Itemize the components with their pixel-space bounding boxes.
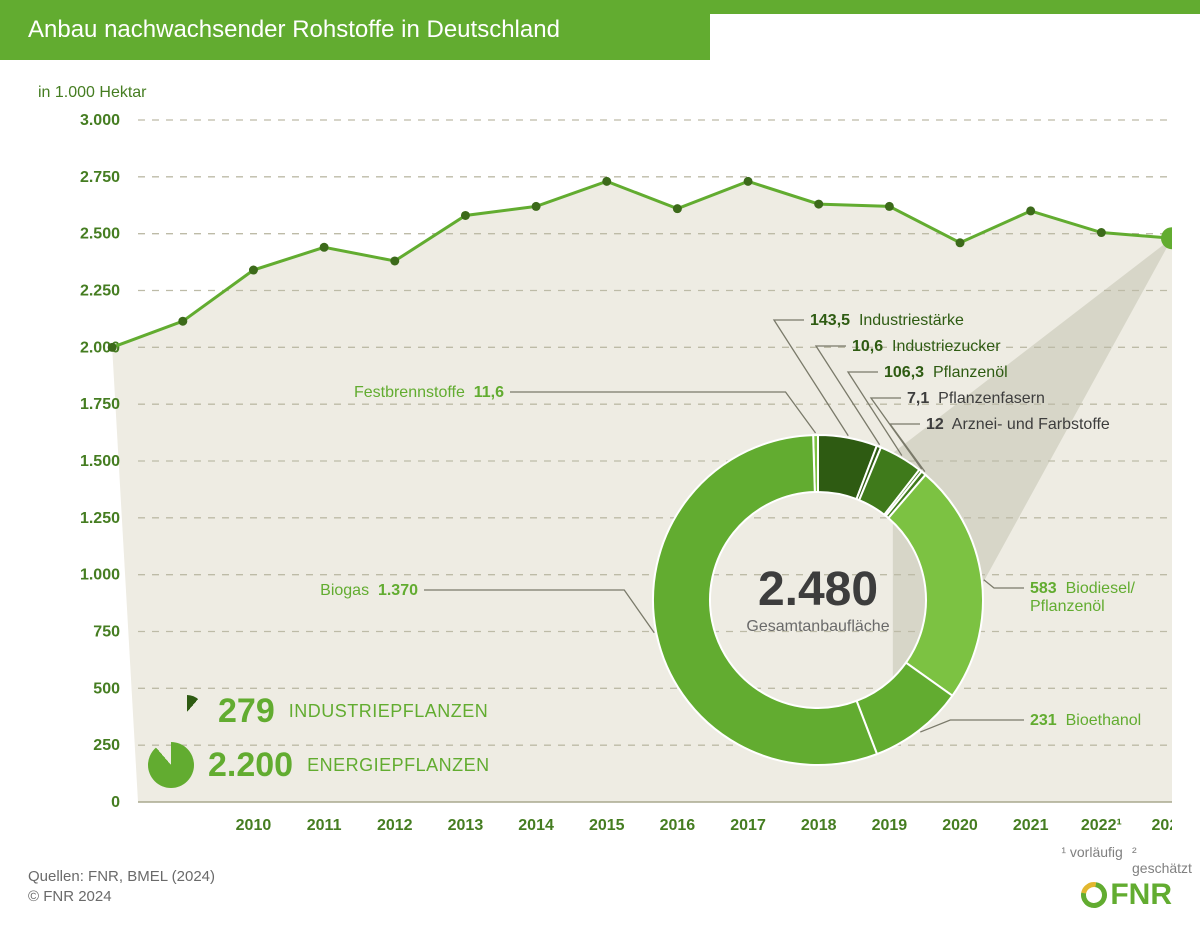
- x-tick-label: 2014: [518, 817, 554, 834]
- data-point: [673, 204, 682, 213]
- fnr-logo-text: FNR: [1110, 878, 1172, 912]
- x-tick-label: 2013: [448, 817, 484, 834]
- data-point: [390, 256, 399, 265]
- donut-center-value: 2.480: [718, 562, 918, 617]
- y-tick-label: 750: [93, 624, 120, 641]
- sources: Quellen: FNR, BMEL (2024) © FNR 2024: [28, 867, 215, 906]
- x-tick-label: 2012: [377, 817, 413, 834]
- y-tick-label: 2.250: [80, 283, 120, 300]
- y-tick-label: 500: [93, 680, 120, 697]
- x-tick-label: 2010: [236, 817, 272, 834]
- x-tick-label: 2019: [872, 817, 908, 834]
- y-tick-label: 250: [93, 737, 120, 754]
- x-tick-label: 2021: [1013, 817, 1049, 834]
- data-point: [178, 317, 187, 326]
- legend-industrie-label: INDUSTRIEPFLANZEN: [289, 701, 489, 722]
- legend-industriepflanzen: 279 INDUSTRIEPFLANZEN: [170, 692, 488, 731]
- sources-line-1: Quellen: FNR, BMEL (2024): [28, 867, 215, 887]
- x-tick-label: 2011: [307, 817, 342, 834]
- fnr-logo: FNR: [1081, 878, 1172, 912]
- donut-label-biodiesel: 583 Biodiesel/Pflanzenöl: [1030, 580, 1135, 616]
- x-tick-label: 2017: [730, 817, 766, 834]
- data-point: [532, 202, 541, 211]
- mini-pie-industrie-icon: [170, 695, 204, 729]
- donut-label-pflanzenoel_ind: 106,3 Pflanzenöl: [884, 364, 1008, 382]
- x-tick-label: 2018: [801, 817, 837, 834]
- y-tick-label: 2.500: [80, 226, 120, 243]
- title-accent: [710, 0, 1200, 14]
- donut-label-industriestaerke: 143,5 Industriestärke: [810, 312, 964, 330]
- legend-energie-label: ENERGIEPFLANZEN: [307, 755, 490, 776]
- data-point: [744, 177, 753, 186]
- x-tick-label: 2016: [660, 817, 696, 834]
- chart-title: Anbau nachwachsender Rohstoffe in Deutsc…: [0, 0, 710, 60]
- data-point: [814, 200, 823, 209]
- data-point: [1097, 228, 1106, 237]
- data-point: [885, 202, 894, 211]
- chart-area: in 1.000 Hektar 02505007501.0001.2501.50…: [28, 80, 1172, 840]
- legend-energie-value: 2.200: [208, 746, 293, 785]
- x-tick-label: 2023²: [1152, 817, 1172, 834]
- donut-label-festbrennstoffe: Festbrennstoffe 11,6: [354, 384, 504, 402]
- x-tick-label: 2022¹: [1081, 817, 1122, 834]
- y-tick-label: 1.000: [80, 567, 120, 584]
- mini-pie-energie-icon: [148, 742, 194, 788]
- legend-energiepflanzen: 2.200 ENERGIEPFLANZEN: [148, 742, 490, 788]
- y-tick-label: 1.500: [80, 453, 120, 470]
- data-point: [461, 211, 470, 220]
- donut-label-arznei: 12 Arznei- und Farbstoffe: [926, 416, 1110, 434]
- y-tick-label: 0: [111, 794, 120, 811]
- legend-industrie-value: 279: [218, 692, 275, 731]
- footnote-geschaetzt: ² geschätzt: [1132, 844, 1200, 876]
- footnote-vorlaeufig: ¹ vorläufig: [1061, 844, 1122, 860]
- data-point: [249, 266, 258, 275]
- donut-label-biogas: Biogas 1.370: [320, 582, 418, 600]
- sources-line-2: © FNR 2024: [28, 887, 215, 907]
- y-tick-label: 1.250: [80, 510, 120, 527]
- y-tick-label: 1.750: [80, 396, 120, 413]
- y-tick-label: 2.750: [80, 169, 120, 186]
- y-tick-label: 3.000: [80, 112, 120, 129]
- data-point: [108, 343, 117, 352]
- x-tick-label: 2015: [589, 817, 625, 834]
- data-point: [602, 177, 611, 186]
- data-point: [956, 238, 965, 247]
- x-tick-label: 2020: [942, 817, 978, 834]
- data-point: [1026, 206, 1035, 215]
- donut-center-label: Gesamtanbaufläche: [718, 618, 918, 636]
- donut-label-industriezucker: 10,6 Industriezucker: [852, 338, 1001, 356]
- donut-label-bioethanol: 231 Bioethanol: [1030, 712, 1141, 730]
- data-point: [320, 243, 329, 252]
- donut-label-pflanzenfasern: 7,1 Pflanzenfasern: [907, 390, 1045, 408]
- fnr-logo-icon: [1076, 877, 1112, 913]
